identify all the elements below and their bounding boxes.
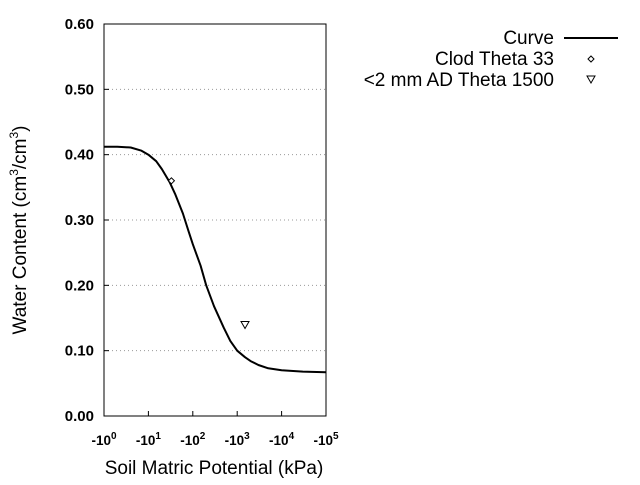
x-tick-label: -101 xyxy=(136,431,162,448)
grid-layer xyxy=(104,88,326,352)
x-tick-label: -102 xyxy=(180,431,206,448)
legend-entry-ad-theta-1500: <2 mm AD Theta 1500 xyxy=(364,70,596,91)
y-tick-label: 0.50 xyxy=(65,81,94,98)
diamond-data-point xyxy=(167,177,176,185)
y-tick-label: 0.20 xyxy=(65,277,94,294)
x-axis: -100 -101 -102 -103 -104 -105 xyxy=(91,411,339,448)
y-tick-label: 0.00 xyxy=(65,408,94,425)
legend: Curve Clod Theta 33 <2 mm AD Theta 1500 xyxy=(364,28,618,91)
legend-label-clod-theta-33: Clod Theta 33 xyxy=(435,49,554,70)
legend-entry-curve: Curve xyxy=(503,28,618,49)
diamond-marker-icon xyxy=(587,55,595,63)
legend-label-ad-theta-1500: <2 mm AD Theta 1500 xyxy=(364,70,554,91)
series-layer xyxy=(104,145,327,374)
curve-line xyxy=(104,145,327,374)
triangle-down-data-point xyxy=(240,321,250,330)
x-tick-label: -105 xyxy=(313,431,339,448)
legend-label-curve: Curve xyxy=(503,28,554,49)
y-tick-label: 0.30 xyxy=(65,212,94,229)
x-tick-label: -104 xyxy=(269,431,295,448)
y-tick-label: 0.60 xyxy=(65,16,94,33)
x-tick-label: -103 xyxy=(225,431,251,448)
x-axis-label: Soil Matric Potential (kPa) xyxy=(105,458,324,479)
y-tick-label: 0.40 xyxy=(65,147,94,164)
y-axis: 0.00 0.10 0.20 0.30 0.40 0.50 0.60 xyxy=(65,16,109,425)
x-tick-label: -100 xyxy=(91,431,117,448)
legend-entry-clod-theta-33: Clod Theta 33 xyxy=(435,49,595,70)
triangle-down-marker-icon xyxy=(586,75,596,85)
y-axis-label: Water Content (cm3/cm3) xyxy=(7,125,31,334)
y-tick-label: 0.10 xyxy=(65,343,94,360)
